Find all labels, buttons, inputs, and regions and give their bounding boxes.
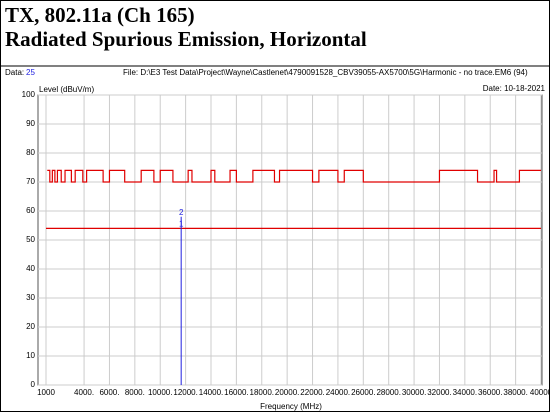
y-tick-label: 80 — [26, 148, 35, 157]
y-tick-label: 100 — [22, 90, 36, 99]
x-tick-label: 6000. — [99, 388, 119, 397]
x-tick-label: 30000. — [402, 388, 426, 397]
x-tick-label: 20000. — [275, 388, 299, 397]
date: Date: 10-18-2021 — [483, 84, 546, 93]
x-tick-label: 4000. — [74, 388, 94, 397]
data-label: Data: — [5, 68, 24, 77]
y-label: Level (dBuV/m) — [39, 85, 94, 94]
x-tick-label: 22000. — [300, 388, 324, 397]
trace — [47, 169, 541, 183]
y-tick-label: 20 — [26, 322, 35, 331]
x-tick-label: 34000. — [453, 388, 477, 397]
x-tick-label: 26000. — [351, 388, 375, 397]
y-tick-label: 0 — [31, 380, 36, 389]
y-tick-label: 60 — [26, 206, 35, 215]
y-tick-label: 50 — [26, 235, 35, 244]
x-tick-label: 1000 — [37, 388, 55, 397]
title-line-2: Radiated Spurious Emission, Horizontal — [5, 27, 367, 51]
x-tick-label: 36000. — [478, 388, 502, 397]
x-label: Frequency (MHz) — [260, 402, 322, 411]
x-tick-label: 40000 — [530, 388, 549, 397]
y-tick-label: 70 — [26, 177, 35, 186]
title-line-1: TX, 802.11a (Ch 165) — [5, 3, 195, 27]
y-tick-label: 40 — [26, 264, 35, 273]
x-tick-label: 16000. — [224, 388, 248, 397]
y-tick-label: 10 — [26, 351, 35, 360]
x-tick-label: 10000. — [148, 388, 172, 397]
x-tick-label: 8000. — [125, 388, 145, 397]
file-path: File: D:\E3 Test Data\Project\Wayne\Cast… — [123, 68, 528, 77]
y-tick-label: 90 — [26, 119, 35, 128]
data-number: 25 — [26, 68, 35, 77]
marker-label: 2 — [179, 208, 184, 217]
x-tick-label: 28000. — [376, 388, 400, 397]
y-tick-label: 30 — [26, 293, 35, 302]
x-tick-label: 18000. — [250, 388, 274, 397]
x-tick-label: 24000. — [326, 388, 350, 397]
x-tick-label: 12000. — [173, 388, 197, 397]
x-tick-label: 32000. — [427, 388, 451, 397]
x-tick-label: 14000. — [199, 388, 223, 397]
x-tick-label: 38000. — [503, 388, 527, 397]
